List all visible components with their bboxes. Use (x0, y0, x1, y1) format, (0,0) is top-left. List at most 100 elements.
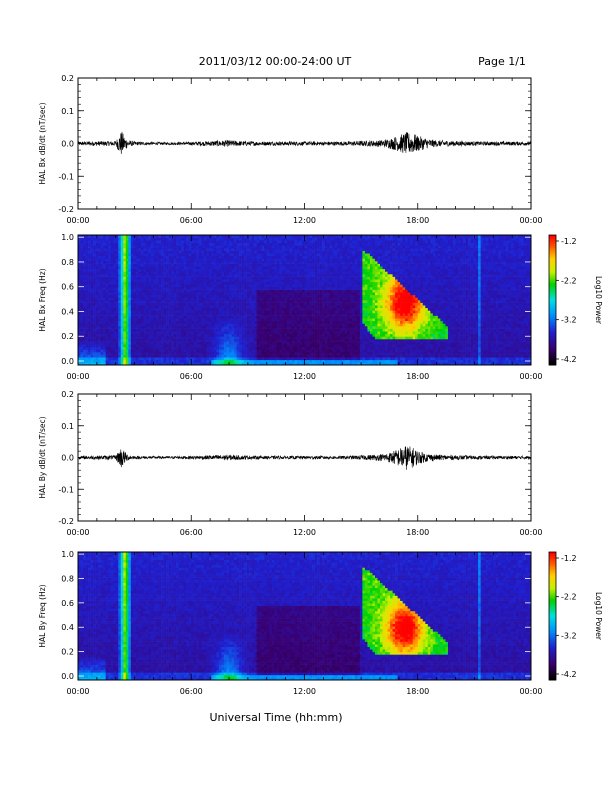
colorbar-tick-label: -2.2 (561, 276, 577, 285)
waveform-trace (77, 131, 532, 154)
colorbar-segment (549, 334, 556, 338)
colorbar-segment (549, 239, 556, 242)
colorbar-segment (549, 282, 556, 286)
colorbar-segment (549, 613, 556, 617)
colorbar: -1.2 -2.2 -3.2 -4.2 Log10 Power (548, 234, 603, 366)
colorbar-segment (549, 590, 556, 594)
x-tick-label: 18:00 (406, 687, 429, 696)
x-tick-label: 06:00 (180, 687, 203, 696)
colorbar-segment (549, 665, 556, 668)
x-tick-label: 00:00 (519, 372, 542, 381)
x-tick-label: 12:00 (293, 372, 316, 381)
colorbar-segment (549, 313, 556, 316)
colorbar-segment (549, 569, 556, 572)
colorbar-segment (549, 573, 556, 576)
colorbar-segment (549, 598, 556, 602)
colorbar-segment (549, 594, 556, 598)
colorbar-segment (549, 317, 556, 320)
colorbar-tick-label: -4.2 (561, 355, 577, 364)
colorbar-segment (549, 579, 556, 583)
y-axis-label: HAL By Freq (Hz) (38, 584, 47, 647)
colorbar-segment (549, 280, 556, 284)
x-tick-label: 12:00 (293, 528, 316, 537)
colorbar-segment (549, 265, 556, 268)
y-tick-label: 0.0 (61, 454, 74, 463)
colorbar-segment (549, 235, 556, 238)
colorbar-segment (549, 237, 556, 240)
x-tick-label: 12:00 (293, 687, 316, 696)
colorbar-segment (549, 302, 556, 305)
colorbar-segment (549, 319, 556, 323)
colorbar-segment (549, 330, 556, 333)
y-tick-label: -0.2 (58, 205, 74, 214)
colorbar-segment (549, 639, 556, 643)
colorbar-segment (549, 654, 556, 658)
x-axis-label: Universal Time (hh:mm) (210, 711, 343, 724)
colorbar-segment (549, 289, 556, 292)
colorbar-segment (549, 669, 556, 672)
colorbar-segment (549, 658, 556, 662)
colorbar-segment (549, 630, 556, 634)
colorbar-segment (549, 671, 556, 675)
spectrogram-cells (78, 235, 532, 366)
colorbar-segment (549, 677, 556, 681)
colorbar-segment (549, 586, 556, 589)
panels: 0.2 0.1 0.0 -0.1 -0.2 00:00 06:00 12:00 18:00 00:… (38, 74, 603, 696)
colorbar-segment (549, 564, 556, 568)
colorbar-segment (549, 250, 556, 253)
y-tick-label: 1.0 (61, 550, 74, 559)
colorbar-segment (549, 362, 556, 366)
spectrogram-cells (78, 552, 532, 681)
x-tick-label: 00:00 (66, 216, 89, 225)
x-tick-label: 00:00 (519, 528, 542, 537)
colorbar-segment (549, 652, 556, 655)
colorbar-segment (549, 622, 556, 626)
colorbar-segment (549, 592, 556, 596)
y-axis-label: HAL By dB/dt (nT/sec) (38, 416, 47, 498)
colorbar-segment (549, 645, 556, 649)
colorbar-segment (549, 256, 556, 260)
colorbar-segment (549, 332, 556, 336)
colorbar-segment (549, 633, 556, 636)
colorbar-segment (549, 588, 556, 591)
colorbar-segment (549, 624, 556, 628)
colorbar-segment (549, 601, 556, 604)
colorbar-segment (549, 554, 556, 557)
colorbar-segment (549, 577, 556, 581)
y-tick-label: 0.0 (61, 357, 74, 366)
colorbar-segment (549, 556, 556, 559)
colorbar-tick-label: -3.2 (561, 316, 577, 325)
x-tick-label: 00:00 (519, 687, 542, 696)
colorbar-segment (549, 323, 556, 327)
panel-1: 0.2 0.1 0.0 -0.1 -0.2 00:00 06:00 12:00 18:00 00:… (38, 74, 543, 225)
x-tick-label: 06:00 (180, 216, 203, 225)
y-tick-label: 0.8 (61, 258, 74, 267)
colorbar-segment (549, 271, 556, 275)
colorbar-segment (549, 293, 556, 297)
colorbar-segment (549, 675, 556, 679)
colorbar-segment (549, 336, 556, 340)
y-tick-label: 0.2 (61, 648, 74, 657)
colorbar-segment (549, 620, 556, 623)
colorbar-segment (549, 628, 556, 632)
colorbar: -1.2 -2.2 -3.2 -4.2 Log10 Power (548, 551, 603, 681)
colorbar-segment (549, 648, 556, 651)
colorbar-segment (549, 596, 556, 600)
colorbar-segment (549, 673, 556, 677)
colorbar-segment (549, 274, 556, 277)
x-tick-label: 00:00 (66, 687, 89, 696)
colorbar-segment (549, 252, 556, 255)
y-tick-label: 0.1 (61, 422, 74, 431)
colorbar-segment (549, 269, 556, 273)
colorbar-segment (549, 287, 556, 290)
colorbar-segment (549, 575, 556, 579)
colorbar-segment (549, 258, 556, 262)
panel-3: 0.2 0.1 0.0 -0.1 -0.2 00:00 06:00 12:00 18:00 00:… (38, 390, 543, 537)
colorbar-segment (549, 611, 556, 615)
colorbar-segment (549, 360, 556, 364)
colorbar-segment (549, 276, 556, 279)
x-tick-label: 18:00 (406, 216, 429, 225)
colorbar-segment (549, 635, 556, 638)
colorbar-segment (549, 609, 556, 613)
